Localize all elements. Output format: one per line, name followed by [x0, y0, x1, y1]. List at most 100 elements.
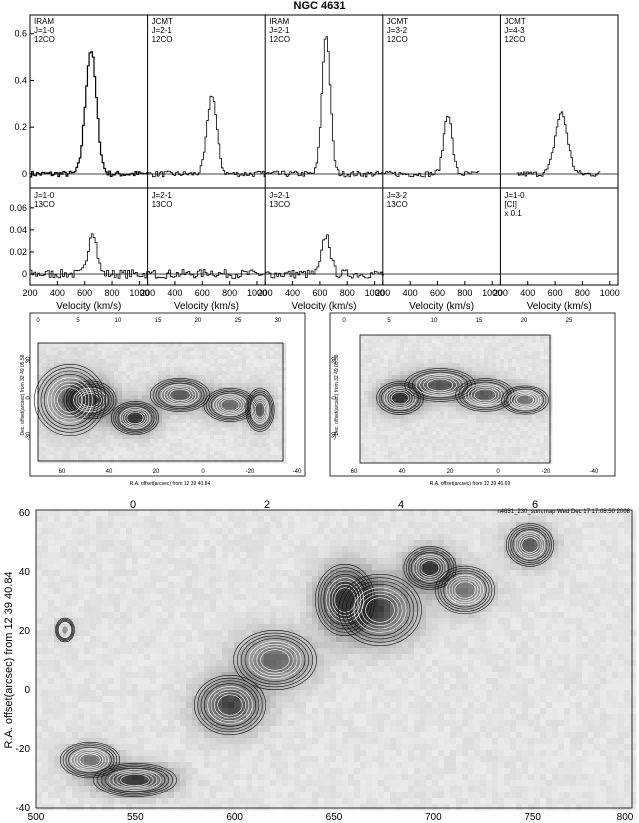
- y-axis-label: Dec. offset(arcsec) from 32 49 05.58: [20, 354, 26, 435]
- y-tick-label: 0: [22, 269, 27, 279]
- bottom-tick-label: 700: [425, 812, 442, 823]
- top-tick-label: 2: [264, 499, 270, 511]
- bottom-tick-label: 0: [496, 469, 500, 475]
- top-tick-label: 5: [387, 318, 391, 324]
- bottom-tick-label: 40: [106, 469, 113, 475]
- panel-transition: J=1-0: [34, 26, 55, 35]
- panel-species: 13CO: [387, 200, 408, 209]
- panel-telescope: JCMT: [387, 17, 408, 26]
- bottom-tick-label: 20: [447, 469, 454, 475]
- bottom-tick-label: 40: [399, 469, 406, 475]
- x-axis-label: Velocity (km/s): [291, 301, 356, 312]
- x-tick-label: 800: [457, 288, 472, 298]
- top-tick-label: 20: [195, 318, 202, 324]
- left-tick-label: -40: [16, 803, 31, 814]
- bottom-tick-label: -40: [590, 469, 599, 475]
- x-tick-label: 600: [195, 288, 210, 298]
- panel-telescope: JCMT: [152, 17, 173, 26]
- x-tick-label: 800: [222, 288, 237, 298]
- x-tick-label: 200: [375, 288, 390, 298]
- top-tick-label: 15: [155, 318, 162, 324]
- panel-transition: J=3-2: [387, 26, 408, 35]
- panel-transition: J=2-1: [269, 26, 290, 35]
- left-tick-label: -30: [26, 431, 32, 440]
- panel-species: 12CO: [269, 35, 290, 44]
- top-tick-label: 30: [275, 318, 282, 324]
- panel-species: [CI]: [504, 200, 516, 209]
- x-axis-label: Velocity (km/s): [409, 301, 474, 312]
- y-tick-label: 0.06: [9, 203, 27, 213]
- panel-transition: J=2-1: [152, 26, 173, 35]
- x-tick-label: 400: [50, 288, 65, 298]
- bottom-tick-label: 0: [201, 469, 205, 475]
- spectrum-line: [30, 51, 149, 178]
- top-tick-label: 10: [115, 318, 122, 324]
- panel-transition: J=2-1: [269, 191, 290, 200]
- panel-transition: J=1-0: [34, 191, 55, 200]
- x-tick-label: 800: [105, 288, 120, 298]
- bottom-tick-label: 60: [59, 469, 66, 475]
- left-tick-label: -30: [332, 431, 338, 440]
- top-tick-label: 4: [398, 499, 404, 511]
- left-tick-label: 60: [19, 508, 31, 519]
- left-tick-label: -20: [16, 744, 31, 755]
- x-tick-label: 600: [430, 288, 445, 298]
- spectrum-line: [147, 269, 267, 279]
- x-tick-label: 600: [548, 288, 563, 298]
- left-tick-label: 0: [26, 396, 32, 400]
- left-tick-label: 30: [332, 356, 338, 363]
- map-header: n4631_230_sum.map Wed Dec 17 17:08:50 20…: [497, 509, 630, 515]
- spectrum-line: [30, 233, 149, 279]
- bottom-tick-label: -40: [293, 469, 302, 475]
- x-tick-label: 400: [520, 288, 535, 298]
- top-tick-label: 15: [476, 318, 483, 324]
- y-tick-label: 0.6: [14, 29, 27, 39]
- y-tick-label: 0: [22, 169, 27, 179]
- x-axis-label: Velocity (km/s): [174, 301, 239, 312]
- x-tick-label: 800: [575, 288, 590, 298]
- panel-transition: J=4-3: [504, 26, 525, 35]
- panel-transition: J=1-0: [504, 191, 525, 200]
- panel-species: 13CO: [152, 200, 173, 209]
- y-tick-label: 0.4: [14, 75, 27, 85]
- left-tick-label: 20: [19, 626, 31, 637]
- bottom-tick-label: 750: [524, 812, 541, 823]
- panel-telescope: IRAM: [269, 17, 289, 26]
- top-tick-label: 20: [521, 318, 528, 324]
- panel-species: 12CO: [34, 35, 55, 44]
- bottom-tick-label: 550: [127, 812, 144, 823]
- bottom-tick-label: 20: [153, 469, 160, 475]
- x-axis-label: R.A. offset(arcsec) from 12 39 40.69: [430, 481, 511, 487]
- spectrum-line: [516, 111, 601, 178]
- x-tick-label: 800: [340, 288, 355, 298]
- x-tick-label: 1000: [129, 288, 149, 298]
- x-tick-label: 400: [403, 288, 418, 298]
- top-tick-label: 0: [36, 318, 40, 324]
- bottom-tick-label: -20: [542, 469, 551, 475]
- map-right: 0 5 10 15 20 25 60 40 20 0 -20 -40 30 0 -30 R.A. offset…: [329, 312, 616, 487]
- bottom-tick-label: 600: [226, 812, 243, 823]
- bottom-tick-label: 60: [351, 469, 358, 475]
- x-tick-label: 600: [77, 288, 92, 298]
- panel-telescope: IRAM: [34, 17, 54, 26]
- bottom-tick-label: 800: [617, 812, 634, 823]
- left-tick-label: 30: [26, 356, 32, 363]
- x-axis-label: Velocity (km/s): [56, 301, 121, 312]
- y-tick-label: 0.02: [9, 247, 27, 257]
- figure-title: NGC 4631: [293, 0, 346, 12]
- x-tick-label: 1000: [365, 288, 385, 298]
- x-tick-label: 400: [285, 288, 300, 298]
- x-axis-label: R.A. offset(arcsec) from 12 39 40.84: [130, 481, 211, 487]
- panel-species: 12CO: [387, 35, 408, 44]
- panel-scale: x 0.1: [504, 209, 522, 218]
- bottom-tick-label: 650: [326, 812, 343, 823]
- top-tick-label: 10: [431, 318, 438, 324]
- x-axis-label: Velocity (km/s): [527, 301, 592, 312]
- left-tick-label: 0: [332, 396, 338, 400]
- panel-transition: J=3-2: [387, 191, 408, 200]
- map-left: 0 5 10 15 20 25 30 60 40 20 0 -20 -40 30 0 -30 R.A. offs…: [20, 312, 306, 487]
- spectrum-line: [147, 95, 266, 178]
- spectrum-line: [265, 234, 384, 279]
- spectrum-line: [384, 116, 480, 178]
